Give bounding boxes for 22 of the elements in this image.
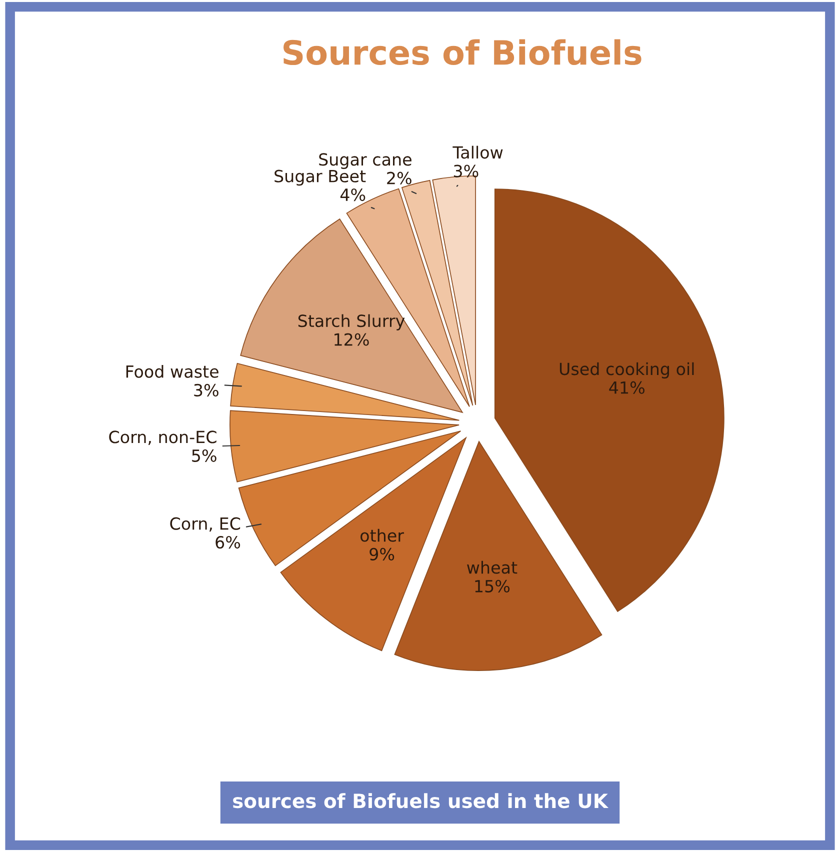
data-label: 41% <box>609 381 644 394</box>
data-label: 6% <box>216 536 240 549</box>
data-label: 5% <box>192 449 216 462</box>
slice-label: Corn, non-EC <box>109 430 216 445</box>
data-label: 3% <box>454 164 478 178</box>
slice-label: Used cooking oil <box>560 362 694 378</box>
data-label: 9% <box>370 548 394 560</box>
source-note: sources of Biofuels used in the UK <box>233 793 609 808</box>
slice-label: wheat <box>467 560 518 574</box>
slice-label: Tallow <box>452 146 503 159</box>
data-label: 3% <box>194 384 218 397</box>
slice-label: other <box>360 528 404 542</box>
slice-label: Food waste <box>126 364 218 378</box>
slice-label: Starch Slurry <box>298 314 405 330</box>
slice-label: Sugar Beet <box>274 170 366 186</box>
data-label: 4% <box>340 188 366 202</box>
data-label: 15% <box>475 580 510 592</box>
data-label: 12% <box>334 333 369 346</box>
slice-label: Sugar cane <box>319 153 412 169</box>
data-label: 2% <box>387 172 412 184</box>
slice-label: Corn, EC <box>170 517 240 532</box>
chart-title: Sources of Biofuels <box>284 39 642 66</box>
